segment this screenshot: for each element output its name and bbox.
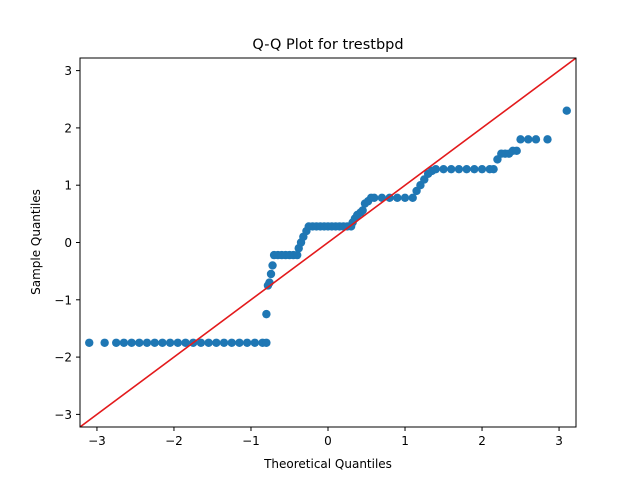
data-point [292, 250, 302, 260]
y-axis-label: Sample Quantiles [29, 189, 43, 295]
data-point [112, 338, 121, 347]
plot-area: −3 −2 −1 0 1 2 3 −3 −2 −1 0 1 2 3 [54, 57, 577, 448]
data-point [135, 338, 144, 347]
data-point [393, 193, 402, 203]
data-point [408, 193, 417, 203]
data-point [268, 261, 277, 270]
x-tick-label: 0 [324, 434, 332, 448]
data-point [439, 164, 448, 174]
data-point [470, 164, 479, 174]
data-points [85, 106, 571, 347]
reference-line [80, 58, 576, 427]
x-tick-label: −3 [88, 434, 106, 448]
data-point [462, 164, 471, 174]
data-point [165, 338, 175, 347]
x-axis-label: Theoretical Quantiles [263, 457, 392, 471]
data-point [204, 338, 213, 347]
data-point [562, 106, 571, 115]
data-point [119, 338, 129, 347]
data-point [235, 338, 244, 347]
data-point [489, 164, 498, 174]
data-point [516, 135, 525, 144]
x-tick-label: 1 [401, 434, 409, 448]
x-tick-label: 2 [478, 434, 486, 448]
data-point [100, 338, 109, 347]
data-point [158, 338, 167, 347]
x-tick-label: −2 [165, 434, 183, 448]
data-point [370, 193, 379, 203]
data-point [85, 338, 94, 347]
data-point [250, 338, 260, 347]
data-point [212, 338, 221, 347]
data-point [262, 338, 271, 347]
data-point [512, 146, 521, 156]
data-point [431, 164, 441, 174]
data-point [150, 338, 159, 347]
y-tick-label: −3 [54, 408, 72, 422]
data-point [447, 164, 456, 174]
data-point [266, 269, 276, 279]
data-point [477, 164, 487, 174]
data-point [196, 338, 206, 347]
data-point [454, 164, 464, 174]
data-point [219, 338, 229, 347]
data-point [262, 309, 271, 319]
chart-title: Q-Q Plot for trestbpd [252, 37, 403, 53]
data-point [142, 338, 152, 347]
data-point [181, 338, 190, 347]
data-point [400, 193, 410, 203]
y-tick-label: 0 [64, 236, 72, 250]
y-tick-label: 2 [64, 121, 72, 135]
data-point [242, 338, 252, 347]
data-point [227, 338, 236, 347]
y-tick-label: −2 [54, 351, 72, 365]
x-tick-label: −1 [242, 434, 260, 448]
data-point [524, 135, 533, 144]
data-point [543, 135, 552, 144]
data-point [127, 338, 136, 347]
y-tick-label: 1 [64, 179, 72, 193]
y-tick-label: −1 [54, 293, 72, 307]
y-tick-label: 3 [64, 64, 72, 78]
x-tick-label: 3 [555, 434, 563, 448]
data-point [173, 338, 183, 347]
data-point [531, 135, 541, 144]
data-point [358, 206, 367, 215]
